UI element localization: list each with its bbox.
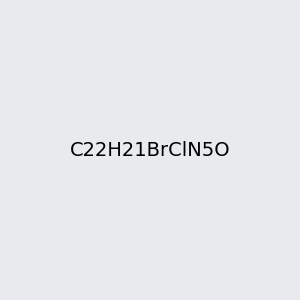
Text: C22H21BrClN5O: C22H21BrClN5O	[70, 140, 230, 160]
